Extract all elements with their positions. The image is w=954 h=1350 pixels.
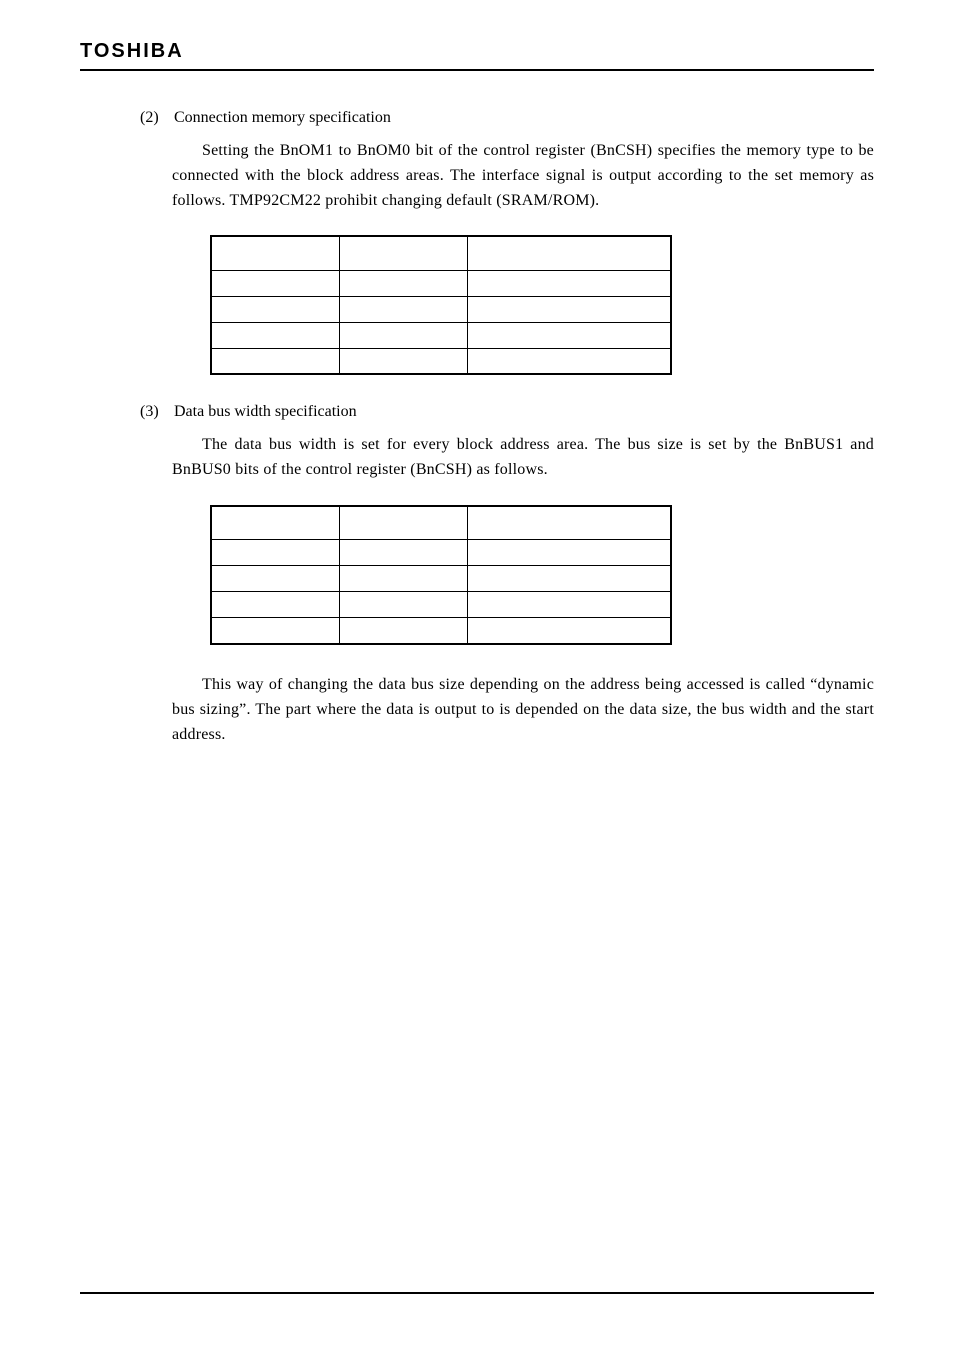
section-3-title: Data bus width specification xyxy=(174,403,357,420)
section-2-paragraph-1-text: Setting the BnOM1 to BnOM0 bit of the co… xyxy=(172,142,874,209)
table-row xyxy=(211,506,671,540)
brand-logo: TOSHIBA xyxy=(80,40,874,63)
section-2-number: (2) xyxy=(140,109,170,127)
table-row xyxy=(211,566,671,592)
table-row xyxy=(211,540,671,566)
table-row xyxy=(211,236,671,270)
section-3-trailing-paragraph-text: This way of changing the data bus size d… xyxy=(172,676,874,743)
page-header: TOSHIBA xyxy=(80,40,874,71)
section-3-table xyxy=(210,505,672,645)
table-row xyxy=(211,618,671,644)
page-container: TOSHIBA (2) Connection memory specificat… xyxy=(0,0,954,821)
section-2-paragraph-1: Setting the BnOM1 to BnOM0 bit of the co… xyxy=(80,139,874,213)
section-2: (2) Connection memory specification Sett… xyxy=(80,109,874,375)
table-row xyxy=(211,348,671,374)
section-3-heading: (3) Data bus width specification xyxy=(80,403,874,421)
table-row xyxy=(211,592,671,618)
section-2-heading: (2) Connection memory specification xyxy=(80,109,874,127)
section-3-number: (3) xyxy=(140,403,170,421)
section-2-table xyxy=(210,235,672,375)
footer-rule xyxy=(80,1292,874,1294)
section-3-trailing-paragraph: This way of changing the data bus size d… xyxy=(80,673,874,747)
section-3-paragraph-1: The data bus width is set for every bloc… xyxy=(80,433,874,483)
section-2-table-container xyxy=(80,235,874,375)
table-row xyxy=(211,296,671,322)
table-row xyxy=(211,322,671,348)
section-2-title: Connection memory specification xyxy=(174,109,391,126)
table-row xyxy=(211,270,671,296)
section-3-table-container xyxy=(80,505,874,645)
section-3-paragraph-1-text: The data bus width is set for every bloc… xyxy=(172,436,874,478)
section-3: (3) Data bus width specification The dat… xyxy=(80,403,874,747)
